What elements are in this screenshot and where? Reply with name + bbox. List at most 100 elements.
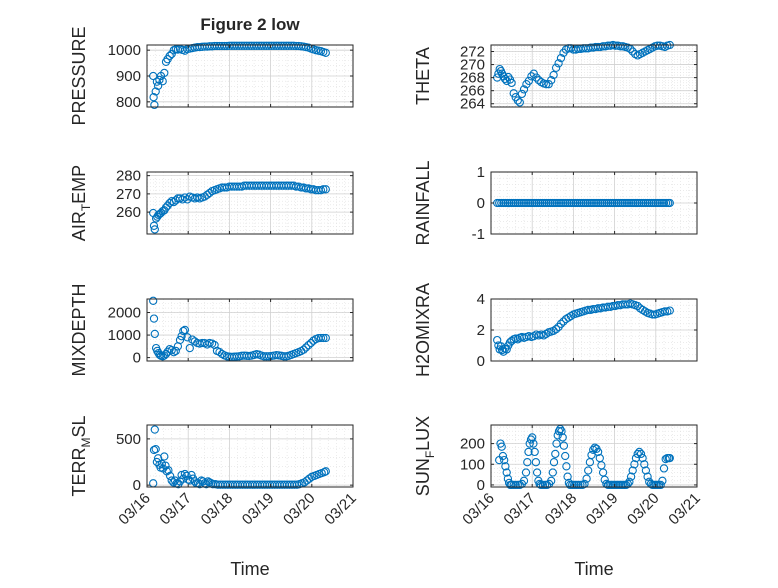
subplot-h2omixra: 0 2 4 H2OMIXRA xyxy=(413,283,698,377)
data-point xyxy=(557,427,566,436)
data-point xyxy=(179,326,188,336)
x-tick-label: 03/18 xyxy=(542,490,581,529)
data-point xyxy=(495,198,504,208)
data-point xyxy=(558,198,568,208)
data-point xyxy=(635,447,644,457)
data-point xyxy=(559,441,569,450)
x-tick-label: 03/18 xyxy=(198,490,237,529)
data-point xyxy=(593,447,603,457)
data-point xyxy=(304,341,313,350)
data-point xyxy=(655,198,665,208)
data-point xyxy=(149,93,158,102)
data-point xyxy=(501,198,510,208)
y-tick-label: 200 xyxy=(460,436,485,453)
data-point xyxy=(659,464,669,473)
data-point xyxy=(187,470,196,480)
y-tick-label: 280 xyxy=(116,168,141,185)
y-axis-label: AIRTEMP xyxy=(69,165,93,241)
data-point xyxy=(150,225,159,234)
axes-box xyxy=(490,424,698,488)
data-point xyxy=(628,466,637,475)
data-point xyxy=(532,468,542,477)
data-point xyxy=(636,449,646,459)
data-point xyxy=(635,198,644,208)
data-point xyxy=(639,198,648,208)
x-axis-label-left: Time xyxy=(230,559,269,579)
data-point xyxy=(521,198,531,208)
data-point xyxy=(566,311,576,321)
data-point xyxy=(563,472,572,481)
y-axis-label: SUNFLUX xyxy=(413,416,437,496)
data-point xyxy=(561,451,570,461)
subplot-pressure: 800 900 1000 PRESSURE xyxy=(69,26,354,126)
data-point xyxy=(525,198,535,208)
y-tick-label: 1000 xyxy=(108,42,141,59)
data-point xyxy=(531,458,541,467)
data-point xyxy=(513,96,522,105)
data-point xyxy=(549,70,558,80)
data-point xyxy=(320,468,329,477)
data-point xyxy=(529,439,538,448)
data-point xyxy=(501,462,510,471)
data-point xyxy=(551,63,561,72)
data-point xyxy=(319,185,328,194)
data-point xyxy=(552,439,561,448)
data-point xyxy=(645,198,654,208)
y-tick-label: -1 xyxy=(472,226,485,243)
data-point xyxy=(163,347,172,356)
data-point xyxy=(593,198,603,208)
y-axis-label: H2OMIXRA xyxy=(413,283,433,377)
data-point xyxy=(579,198,588,208)
data-point xyxy=(656,480,665,490)
data-point xyxy=(620,198,630,208)
y-tick-label: 0 xyxy=(133,477,141,494)
x-tick-label: 03/21 xyxy=(321,490,360,529)
y-tick-label: 1 xyxy=(477,164,485,181)
data-point xyxy=(185,343,194,353)
data-point xyxy=(183,333,192,342)
data-point xyxy=(502,468,511,477)
data-point xyxy=(321,48,330,57)
data-point xyxy=(633,449,642,459)
data-point xyxy=(610,198,619,208)
data-point xyxy=(631,198,640,208)
y-tick-label: 0 xyxy=(477,353,485,370)
data-point xyxy=(160,452,169,461)
data-point xyxy=(507,336,516,346)
data-point xyxy=(205,188,214,198)
data-point xyxy=(505,198,514,208)
data-point xyxy=(177,332,186,341)
data-point xyxy=(546,198,555,208)
data-point xyxy=(552,198,562,208)
data-point xyxy=(641,198,650,208)
data-point xyxy=(493,335,502,345)
data-point xyxy=(524,76,534,86)
x-tick-label: 03/19 xyxy=(239,490,278,529)
data-point xyxy=(626,472,636,481)
data-point xyxy=(665,453,674,463)
x-tick-label: 03/17 xyxy=(156,490,195,529)
data-point xyxy=(556,53,566,63)
data-point xyxy=(165,471,175,481)
data-point xyxy=(150,100,159,110)
data-point xyxy=(649,198,658,208)
y-tick-label: 260 xyxy=(116,204,141,221)
data-point xyxy=(527,72,536,81)
data-point xyxy=(180,46,190,55)
figure-title: Figure 2 low xyxy=(200,15,300,34)
data-point xyxy=(548,468,557,477)
data-point xyxy=(149,445,159,455)
data-point xyxy=(149,221,159,230)
data-point xyxy=(638,453,647,463)
y-tick-label: 270 xyxy=(460,57,485,74)
data-point xyxy=(573,198,582,208)
data-point xyxy=(152,77,162,86)
data-point xyxy=(628,198,638,208)
data-point xyxy=(538,480,548,490)
subplot-terr-msl: 0 500 03/16 03/17 03/18 03/19 03/20 03/21 TERRMS… xyxy=(69,415,360,528)
data-point xyxy=(167,346,176,355)
data-point xyxy=(321,185,330,194)
data-point xyxy=(532,198,541,208)
data-point xyxy=(631,453,641,463)
